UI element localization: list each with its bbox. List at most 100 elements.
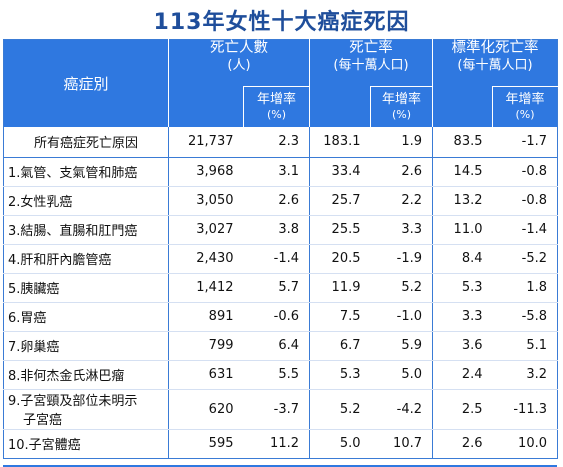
table-row: 8.非何杰金氏淋巴瘤 631 5.5 5.3 5.0 2.4 3.2 bbox=[3, 360, 558, 390]
table-row: 10.子宮體癌 595 11.2 5.0 10.7 2.6 10.0 bbox=[3, 429, 558, 458]
std-rate-cell: 83.5 bbox=[432, 127, 493, 158]
deaths-growth-cell: 6.4 bbox=[243, 331, 310, 361]
death-rate-cell: 5.0 bbox=[339, 436, 361, 451]
deaths-growth-cell: 11.2 bbox=[243, 429, 310, 458]
cancer-name-cell: 2.女性乳癌 bbox=[3, 186, 169, 216]
deaths-growth-cell: 5.7 bbox=[243, 273, 310, 303]
death-rate-cell: 33.4 bbox=[309, 157, 371, 187]
table-header: 癌症別 死亡人數 (人) 死亡率 (每十萬人口) 標準化死亡率 (每十萬人口) … bbox=[3, 39, 558, 127]
deaths-header-spacer bbox=[168, 86, 244, 127]
rate-growth-cell: 2.2 bbox=[370, 186, 433, 216]
table-row: 5.胰臟癌 1,412 5.7 11.9 5.2 5.3 1.8 bbox=[3, 273, 558, 303]
table-row-total: 所有癌症死亡原因 21,737 2.3 183.1 1.9 83.5 -1.7 bbox=[3, 127, 558, 158]
rate-header-spacer bbox=[309, 86, 371, 127]
cancer-name-cell: 7.卵巢癌 bbox=[3, 331, 169, 361]
growth-header-unit: (%) bbox=[391, 108, 412, 121]
cancer-name: 所有癌症死亡原因 bbox=[33, 136, 138, 152]
std-rate-cell: 5.3 bbox=[432, 273, 493, 303]
std-rate-cell: 2.6 bbox=[461, 436, 483, 451]
std-rate-cell: 11.0 bbox=[432, 215, 493, 245]
table-row: 3.結腸、直腸和肛門癌 3,027 3.8 25.5 3.3 11.0 -1.4 bbox=[3, 215, 558, 245]
deaths-cell: 595 bbox=[208, 436, 234, 451]
death-rate-cell: 25.5 bbox=[309, 215, 371, 245]
growth-header-unit: (%) bbox=[515, 108, 535, 121]
std-growth-cell: -1.4 bbox=[492, 215, 558, 245]
deaths-cell: 620 bbox=[168, 389, 244, 430]
std-rate-cell: 2.4 bbox=[432, 360, 493, 390]
rate-growth-cell: 5.9 bbox=[370, 331, 433, 361]
std-growth-cell: -1.7 bbox=[492, 127, 558, 158]
deaths-header-unit: (人) bbox=[227, 58, 251, 73]
std-growth-cell: 3.2 bbox=[492, 360, 558, 390]
cancer-name: 2.女性乳癌 bbox=[8, 195, 73, 210]
deaths-cell: 3,027 bbox=[168, 215, 244, 245]
death-rate-cell: 5.2 bbox=[309, 389, 371, 430]
cancer-name-cell: 所有癌症死亡原因 bbox=[3, 127, 169, 158]
std-death-rate-header-unit: (每十萬人口) bbox=[457, 58, 533, 73]
rate-growth-cell: 5.2 bbox=[370, 273, 433, 303]
cancer-name: 10.子宮體癌 bbox=[8, 438, 81, 453]
growth-header-label: 年增率 bbox=[505, 92, 545, 107]
cancer-name-line2: 子宮癌 bbox=[23, 413, 63, 428]
deaths-header-label: 死亡人數 bbox=[210, 40, 268, 56]
death-rate-cell: 6.7 bbox=[309, 331, 371, 361]
std-growth-cell: -0.8 bbox=[492, 157, 558, 187]
death-rate-cell: 7.5 bbox=[309, 302, 371, 332]
growth-header-unit: (%) bbox=[266, 108, 287, 121]
death-rate-cell: 25.7 bbox=[309, 186, 371, 216]
deaths-cell: 1,412 bbox=[168, 273, 244, 303]
table-row: 7.卵巢癌 799 6.4 6.7 5.9 3.6 5.1 bbox=[3, 331, 558, 361]
cancer-type-header: 癌症別 bbox=[3, 39, 169, 127]
death-rate-cell: 183.1 bbox=[309, 127, 371, 158]
cancer-name-cell: 5.胰臟癌 bbox=[3, 273, 169, 303]
cancer-name-cell: 4.肝和肝內膽管癌 bbox=[3, 244, 169, 274]
std-growth-header: 年增率 (%) bbox=[492, 86, 558, 127]
deaths-growth-cell: 3.8 bbox=[243, 215, 310, 245]
cancer-death-table: 癌症別 死亡人數 (人) 死亡率 (每十萬人口) 標準化死亡率 (每十萬人口) … bbox=[3, 39, 558, 459]
cancer-name: 3.結腸、直腸和肛門癌 bbox=[8, 224, 138, 239]
death-rate-header: 死亡率 (每十萬人口) bbox=[309, 39, 433, 87]
cancer-name: 7.卵巢癌 bbox=[8, 340, 60, 355]
std-rate-cell: 8.4 bbox=[432, 244, 493, 274]
bottom-rule bbox=[3, 465, 557, 467]
table-row: 6.胃癌 891 -0.6 7.5 -1.0 3.3 -5.8 bbox=[3, 302, 558, 332]
deaths-growth-header: 年增率 (%) bbox=[243, 86, 310, 127]
table-body: 所有癌症死亡原因 21,737 2.3 183.1 1.9 83.5 -1.7 1.氣管、支氣… bbox=[3, 127, 558, 458]
deaths-header: 死亡人數 (人) bbox=[168, 39, 310, 87]
deaths-cell: 799 bbox=[168, 331, 244, 361]
cancer-name-cell: 8.非何杰金氏淋巴瘤 bbox=[3, 360, 169, 390]
std-growth-cell: -11.3 bbox=[492, 389, 558, 430]
growth-header-label: 年增率 bbox=[256, 92, 296, 107]
death-rate-header-unit: (每十萬人口) bbox=[333, 58, 409, 73]
rate-growth-cell: -1.0 bbox=[370, 302, 433, 332]
deaths-growth-cell: -1.4 bbox=[243, 244, 310, 274]
deaths-cell: 3,968 bbox=[168, 157, 244, 187]
std-death-rate-header-label: 標準化死亡率 bbox=[451, 40, 539, 56]
deaths-growth-cell: -3.7 bbox=[243, 389, 310, 430]
table-row: 2.女性乳癌 3,050 2.6 25.7 2.2 13.2 -0.8 bbox=[3, 186, 558, 216]
std-rate-cell: 3.3 bbox=[432, 302, 493, 332]
std-rate-cell: 3.6 bbox=[432, 331, 493, 361]
rate-growth-cell: 10.7 bbox=[370, 429, 433, 458]
death-rate-cell: 11.9 bbox=[309, 273, 371, 303]
rate-growth-cell: -1.9 bbox=[370, 244, 433, 274]
deaths-growth-cell: 2.6 bbox=[243, 186, 310, 216]
deaths-cell: 3,050 bbox=[168, 186, 244, 216]
cancer-name: 9.子宮頸及部位未明示 bbox=[8, 394, 138, 409]
table-row: 4.肝和肝內膽管癌 2,430 -1.4 20.5 -1.9 8.4 -5.2 bbox=[3, 244, 558, 274]
std-growth-cell: 1.8 bbox=[492, 273, 558, 303]
cancer-name-cell: 6.胃癌 bbox=[3, 302, 169, 332]
cancer-name: 4.肝和肝內膽管癌 bbox=[8, 253, 112, 268]
table-row: 9.子宮頸及部位未明示 子宮癌 620 -3.7 5.2 -4.2 2.5 -11.3 bbox=[3, 389, 558, 430]
death-rate-cell: 20.5 bbox=[309, 244, 371, 274]
cancer-name-cell: 1.氣管、支氣管和肺癌 bbox=[3, 157, 169, 187]
deaths-cell: 631 bbox=[168, 360, 244, 390]
cancer-name: 6.胃癌 bbox=[8, 311, 47, 326]
rate-growth-cell: 1.9 bbox=[370, 127, 433, 158]
std-rate-cell: 2.5 bbox=[432, 389, 493, 430]
rate-growth-cell: 5.0 bbox=[370, 360, 433, 390]
std-growth-cell: -5.2 bbox=[492, 244, 558, 274]
cancer-type-header-label: 癌症別 bbox=[63, 74, 109, 93]
cancer-name-cell: 10.子宮體癌 bbox=[3, 429, 169, 458]
deaths-cell: 2,430 bbox=[168, 244, 244, 274]
